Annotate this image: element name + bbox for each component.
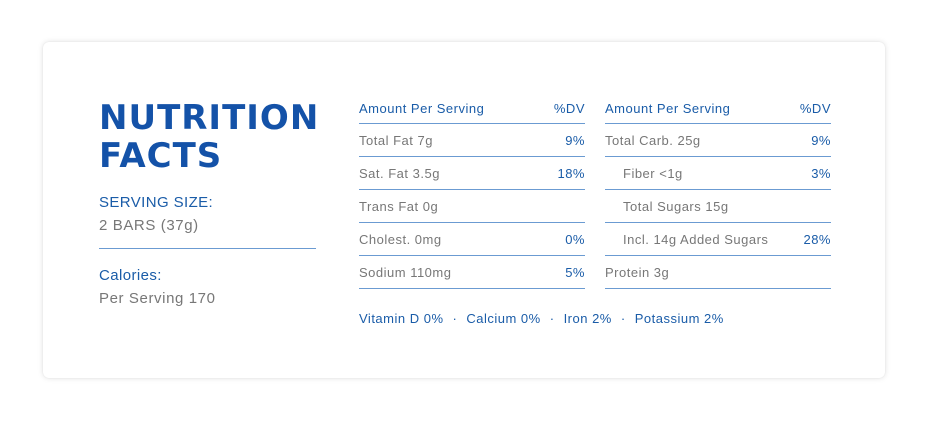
nutrient-row-trans-fat: Trans Fat 0g	[359, 190, 585, 223]
table-header: Amount Per Serving %DV	[359, 101, 585, 124]
dv-header: %DV	[799, 101, 831, 116]
nutrient-name: Total Carb. 25g	[605, 132, 701, 148]
nutrient-row-cholesterol: Cholest. 0mg 0%	[359, 223, 585, 256]
nutrient-name: Sodium 110mg	[359, 264, 452, 280]
table-header: Amount Per Serving %DV	[605, 101, 831, 124]
dv-header: %DV	[553, 101, 585, 116]
nutrient-row-total-fat: Total Fat 7g 9%	[359, 124, 585, 157]
nutrient-table-left: Amount Per Serving %DV Total Fat 7g 9% S…	[359, 101, 585, 289]
vitamins-minerals-footer: Vitamin D 0% · Calcium 0% · Iron 2% · Po…	[359, 311, 724, 326]
calories-value: Per Serving 170	[99, 290, 216, 307]
nutrient-dv: 9%	[811, 132, 831, 148]
nutrient-name: Total Fat 7g	[359, 132, 433, 148]
nutrient-row-sat-fat: Sat. Fat 3.5g 18%	[359, 157, 585, 190]
nutrient-name: Protein 3g	[605, 264, 670, 280]
nutrient-name: Cholest. 0mg	[359, 231, 442, 247]
nutrient-name: Incl. 14g Added Sugars	[623, 231, 769, 247]
serving-size-label: SERVING SIZE:	[99, 194, 214, 211]
nutrient-dv: 5%	[565, 264, 585, 280]
nutrient-row-total-sugars: Total Sugars 15g	[605, 190, 831, 223]
nutrient-row-sodium: Sodium 110mg 5%	[359, 256, 585, 289]
nutrient-dv: 28%	[803, 231, 831, 247]
nutrient-row-added-sugars: Incl. 14g Added Sugars 28%	[605, 223, 831, 256]
nutrient-name: Fiber <1g	[623, 165, 683, 181]
nutrition-facts-card: NUTRITION FACTS SERVING SIZE: 2 BARS (37…	[43, 42, 885, 378]
amount-per-serving-header: Amount Per Serving	[605, 101, 731, 116]
nutrient-dv: 0%	[565, 231, 585, 247]
nutrient-table-right: Amount Per Serving %DV Total Carb. 25g 9…	[605, 101, 831, 289]
calories-label: Calories:	[99, 267, 162, 284]
nutrient-row-protein: Protein 3g	[605, 256, 831, 289]
nutrient-row-fiber: Fiber <1g 3%	[605, 157, 831, 190]
nutrition-facts-title: NUTRITION FACTS	[99, 98, 320, 176]
nutrient-name: Sat. Fat 3.5g	[359, 165, 440, 181]
potassium-value: Potassium 2%	[634, 311, 724, 326]
calcium-value: Calcium 0%	[466, 311, 541, 326]
footer-separator: ·	[620, 311, 626, 326]
section-divider	[99, 248, 316, 249]
nutrient-dv: 9%	[565, 132, 585, 148]
serving-size-value: 2 BARS (37g)	[99, 217, 199, 234]
vitamin-d-value: Vitamin D 0%	[359, 311, 444, 326]
amount-per-serving-header: Amount Per Serving	[359, 101, 485, 116]
iron-value: Iron 2%	[563, 311, 612, 326]
nutrient-name: Total Sugars 15g	[623, 198, 729, 214]
nutrient-dv: 18%	[557, 165, 585, 181]
footer-separator: ·	[549, 311, 555, 326]
nutrient-name: Trans Fat 0g	[359, 198, 439, 214]
nutrient-row-total-carb: Total Carb. 25g 9%	[605, 124, 831, 157]
footer-separator: ·	[452, 311, 458, 326]
nutrient-dv: 3%	[811, 165, 831, 181]
